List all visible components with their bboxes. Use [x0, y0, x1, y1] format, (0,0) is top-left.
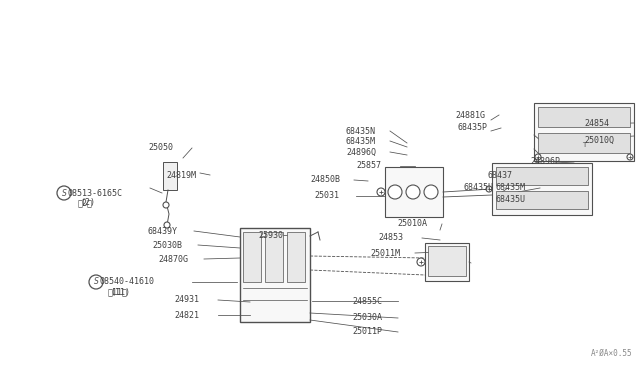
Text: 08540-41610: 08540-41610	[100, 278, 155, 286]
Text: 68435M: 68435M	[496, 183, 526, 192]
Bar	[492, 163, 592, 215]
Circle shape	[388, 185, 402, 199]
Bar	[496, 167, 588, 185]
Circle shape	[164, 222, 170, 228]
Text: 68437: 68437	[487, 170, 512, 180]
Circle shape	[627, 154, 633, 160]
Text: 25010Q: 25010Q	[584, 135, 614, 144]
Bar	[428, 246, 466, 276]
Text: 25031: 25031	[314, 192, 339, 201]
Bar	[385, 167, 443, 217]
Text: 24853: 24853	[378, 234, 403, 243]
Bar	[538, 107, 630, 127]
Circle shape	[424, 185, 438, 199]
Circle shape	[163, 202, 169, 208]
Text: A²ØA×0.55: A²ØA×0.55	[590, 349, 632, 358]
Bar	[163, 162, 177, 190]
Text: (11): (11)	[110, 288, 130, 296]
Text: 24931: 24931	[174, 295, 199, 305]
Bar	[534, 103, 634, 161]
Circle shape	[377, 188, 385, 196]
Bar	[287, 232, 305, 282]
Text: 24881G: 24881G	[455, 110, 485, 119]
Text: 24854: 24854	[584, 119, 609, 128]
Text: 25857: 25857	[356, 161, 381, 170]
Bar	[265, 232, 283, 282]
Text: 24819M: 24819M	[166, 170, 196, 180]
Text: 68435N: 68435N	[346, 126, 376, 135]
Text: 25011P: 25011P	[352, 327, 382, 337]
Bar	[240, 228, 310, 322]
Text: 25930: 25930	[258, 231, 283, 240]
Text: 24850B: 24850B	[310, 176, 340, 185]
Circle shape	[89, 275, 103, 289]
Circle shape	[406, 185, 420, 199]
Text: 24870G: 24870G	[158, 254, 188, 263]
Text: 24821: 24821	[174, 311, 199, 320]
Text: 25030B: 25030B	[152, 241, 182, 250]
Bar	[538, 133, 630, 153]
Text: 68435U: 68435U	[464, 183, 494, 192]
Text: 68435U: 68435U	[496, 196, 526, 205]
Circle shape	[417, 258, 425, 266]
Text: 08513-6165C: 08513-6165C	[68, 189, 123, 198]
Text: 25050: 25050	[148, 144, 173, 153]
Text: 68439Y: 68439Y	[148, 227, 178, 235]
Text: （11）: （11）	[108, 288, 128, 296]
Text: (2): (2)	[80, 199, 95, 208]
Text: 24896Q: 24896Q	[346, 148, 376, 157]
Circle shape	[535, 154, 541, 160]
Bar	[496, 191, 588, 209]
Bar	[243, 232, 261, 282]
Text: S: S	[93, 278, 99, 286]
Text: （2）: （2）	[78, 199, 93, 208]
Circle shape	[57, 186, 71, 200]
Text: 25030A: 25030A	[352, 314, 382, 323]
Text: 24855C: 24855C	[352, 296, 382, 305]
Bar	[425, 243, 469, 281]
Text: 24896P: 24896P	[530, 157, 560, 167]
Text: 68435M: 68435M	[346, 137, 376, 145]
Text: T: T	[582, 142, 586, 148]
Text: 68435P: 68435P	[457, 124, 487, 132]
Text: S: S	[61, 189, 67, 198]
Text: 25010A: 25010A	[397, 219, 427, 228]
Circle shape	[486, 186, 492, 192]
Text: 25011M: 25011M	[370, 248, 400, 257]
